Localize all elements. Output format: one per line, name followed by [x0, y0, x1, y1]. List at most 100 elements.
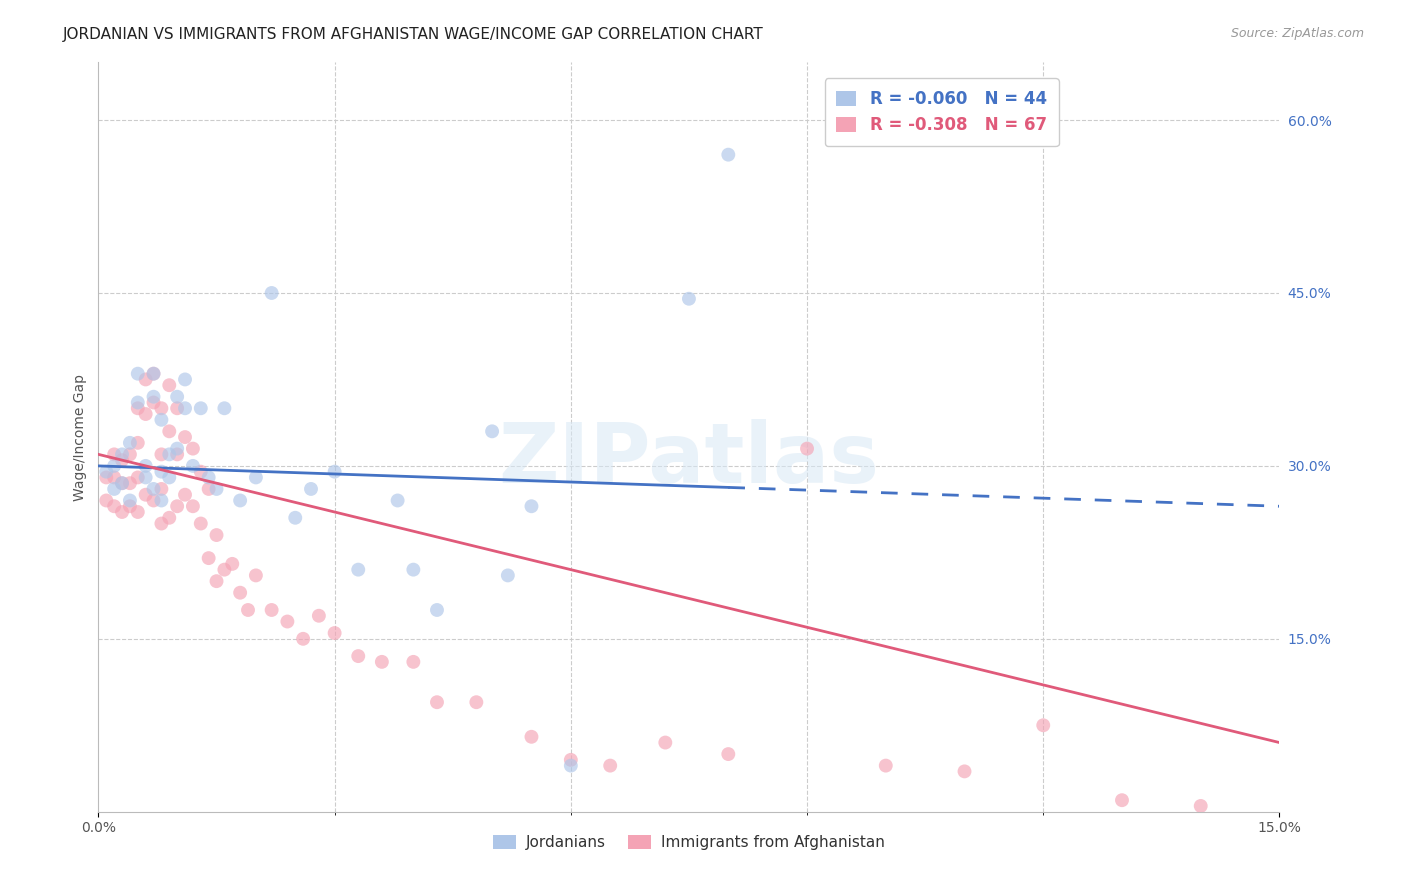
Point: [166, 401, 188, 416]
Point: [174, 488, 197, 502]
Text: Source: ZipAtlas.com: Source: ZipAtlas.com: [1230, 27, 1364, 40]
Point: [166, 500, 188, 514]
Point: [118, 435, 141, 450]
Point: [717, 147, 740, 161]
Point: [142, 493, 165, 508]
Point: [127, 435, 149, 450]
Point: [214, 401, 236, 416]
Point: [214, 563, 236, 577]
Point: [103, 482, 125, 496]
Point: [190, 401, 212, 416]
Point: [953, 764, 976, 779]
Point: [142, 482, 165, 496]
Point: [481, 425, 503, 439]
Point: [111, 476, 134, 491]
Point: [181, 500, 204, 514]
Point: [426, 603, 449, 617]
Point: [118, 476, 141, 491]
Point: [166, 390, 188, 404]
Point: [142, 367, 165, 381]
Point: [323, 626, 346, 640]
Point: [323, 465, 346, 479]
Point: [229, 585, 252, 599]
Point: [197, 470, 219, 484]
Point: [103, 447, 125, 461]
Point: [150, 482, 173, 496]
Point: [260, 285, 283, 300]
Point: [174, 401, 197, 416]
Point: [111, 447, 134, 461]
Point: [150, 516, 173, 531]
Point: [387, 493, 409, 508]
Point: [190, 516, 212, 531]
Point: [150, 413, 173, 427]
Point: [520, 500, 543, 514]
Point: [205, 528, 228, 542]
Point: [654, 735, 676, 749]
Point: [197, 551, 219, 566]
Point: [796, 442, 818, 456]
Point: [678, 292, 700, 306]
Point: [560, 753, 582, 767]
Point: [190, 465, 212, 479]
Point: [402, 655, 425, 669]
Point: [520, 730, 543, 744]
Point: [142, 367, 165, 381]
Point: [465, 695, 488, 709]
Point: [127, 401, 149, 416]
Point: [347, 563, 370, 577]
Point: [150, 493, 173, 508]
Point: [103, 500, 125, 514]
Point: [157, 510, 180, 524]
Point: [157, 425, 180, 439]
Point: [111, 476, 134, 491]
Point: [166, 447, 188, 461]
Point: [96, 465, 118, 479]
Point: [284, 510, 307, 524]
Point: [111, 505, 134, 519]
Point: [1032, 718, 1054, 732]
Point: [118, 500, 141, 514]
Point: [166, 442, 188, 456]
Point: [717, 747, 740, 761]
Point: [205, 574, 228, 589]
Point: [276, 615, 298, 629]
Point: [181, 442, 204, 456]
Point: [157, 470, 180, 484]
Point: [245, 568, 267, 582]
Point: [150, 401, 173, 416]
Point: [245, 470, 267, 484]
Point: [135, 488, 157, 502]
Point: [150, 447, 173, 461]
Point: [135, 470, 157, 484]
Point: [236, 603, 259, 617]
Point: [135, 372, 157, 386]
Point: [118, 447, 141, 461]
Point: [599, 758, 621, 772]
Point: [157, 378, 180, 392]
Point: [174, 430, 197, 444]
Point: [229, 493, 252, 508]
Point: [150, 465, 173, 479]
Point: [292, 632, 315, 646]
Point: [127, 505, 149, 519]
Point: [205, 482, 228, 496]
Point: [875, 758, 897, 772]
Point: [299, 482, 322, 496]
Point: [560, 758, 582, 772]
Point: [402, 563, 425, 577]
Point: [142, 390, 165, 404]
Point: [308, 608, 330, 623]
Point: [118, 493, 141, 508]
Point: [174, 372, 197, 386]
Point: [260, 603, 283, 617]
Point: [1111, 793, 1133, 807]
Point: [157, 447, 180, 461]
Point: [135, 407, 157, 421]
Y-axis label: Wage/Income Gap: Wage/Income Gap: [73, 374, 87, 500]
Point: [221, 557, 243, 571]
Point: [127, 367, 149, 381]
Point: [96, 470, 118, 484]
Point: [197, 482, 219, 496]
Legend: Jordanians, Immigrants from Afghanistan: Jordanians, Immigrants from Afghanistan: [488, 830, 890, 856]
